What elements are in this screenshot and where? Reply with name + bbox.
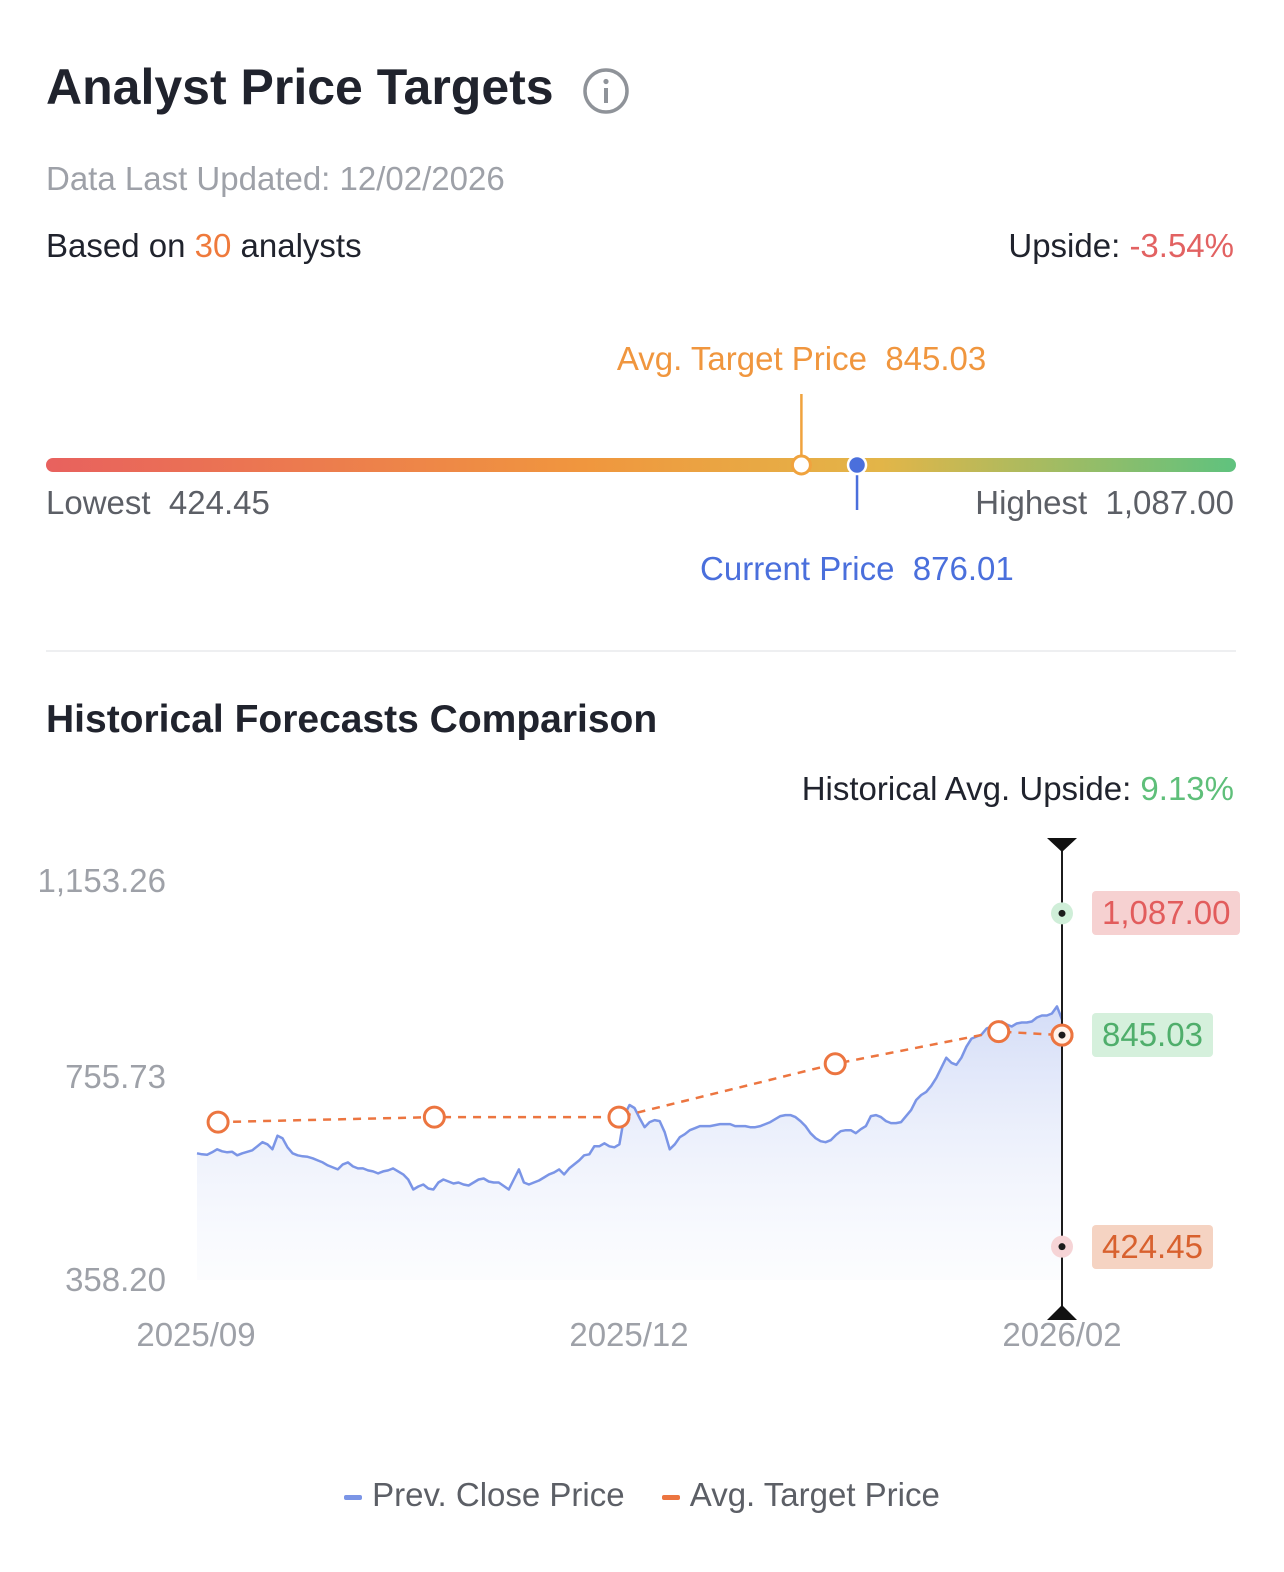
target-point[interactable] <box>823 1052 847 1076</box>
legend-label-close: Prev. Close Price <box>372 1476 625 1513</box>
upside-value: -3.54% <box>1129 227 1234 264</box>
avg-target-label: Avg. Target Price 845.03 <box>617 340 986 378</box>
target-point[interactable] <box>987 1020 1011 1044</box>
lowest-value: 424.45 <box>168 484 270 521</box>
lowest-label: Lowest 424.45 <box>46 484 270 522</box>
legend-item-target[interactable]: Avg. Target Price <box>661 1476 940 1514</box>
high-target-marker-dot <box>1058 909 1066 917</box>
based-suffix: analysts <box>231 227 362 264</box>
upside-text: Upside: -3.54% <box>1008 227 1234 265</box>
x-tick-0: 2025/09 <box>136 1316 256 1353</box>
target-point[interactable] <box>206 1110 230 1134</box>
section-divider <box>46 650 1236 652</box>
avg-target-cursor-dot <box>1058 1031 1066 1039</box>
close-price-area <box>197 1006 1062 1280</box>
y-tick-mid: 755.73 <box>65 1058 166 1095</box>
legend-swatch-target <box>661 1494 680 1500</box>
range-gradient <box>46 458 1236 472</box>
price-range-bar <box>46 394 1236 510</box>
historical-upside-label: Historical Avg. Upside: <box>801 770 1141 807</box>
avg-target-badge: 845.03 <box>1092 1013 1213 1058</box>
historical-upside: Historical Avg. Upside: 9.13% <box>802 770 1234 808</box>
upside-label: Upside: <box>1008 227 1130 264</box>
target-point[interactable] <box>607 1105 631 1129</box>
avg-target-label-text: Avg. Target Price <box>616 340 867 377</box>
low-target-badge: 424.45 <box>1092 1224 1213 1269</box>
current-price-label: Current Price 876.01 <box>700 550 1014 588</box>
low-target-marker-dot <box>1058 1243 1066 1251</box>
y-tick-bottom: 358.20 <box>65 1261 166 1298</box>
x-tick-1: 2025/12 <box>569 1316 689 1353</box>
highest-label: Highest 1,087.00 <box>975 484 1234 522</box>
target-point[interactable] <box>422 1105 446 1129</box>
y-tick-top: 1,153.26 <box>37 862 166 899</box>
current-price-label-text: Current Price <box>700 550 895 587</box>
last-updated: Data Last Updated: 12/02/2026 <box>46 160 505 197</box>
lowest-label-text: Lowest <box>46 484 151 521</box>
section-title: Historical Forecasts Comparison <box>46 698 658 741</box>
close-price-line <box>196 1005 1064 1191</box>
highest-label-text: Highest <box>975 484 1088 521</box>
historical-chart[interactable] <box>0 0 1284 1400</box>
legend: Prev. Close Price Avg. Target Price <box>0 1476 1284 1514</box>
legend-label-target: Avg. Target Price <box>689 1476 940 1513</box>
based-prefix: Based on <box>46 227 195 264</box>
analyst-count-text: Based on 30 analysts <box>46 227 362 265</box>
current-price-value: 876.01 <box>912 550 1014 587</box>
x-tick-2: 2026/02 <box>1002 1316 1122 1353</box>
analyst-count: 30 <box>194 227 232 264</box>
avg-target-value: 845.03 <box>885 340 987 377</box>
info-icon[interactable] <box>581 66 631 116</box>
current-price-marker <box>846 454 868 476</box>
historical-upside-value: 9.13% <box>1140 770 1234 807</box>
high-target-badge: 1,087.00 <box>1092 891 1241 936</box>
avg-target-marker <box>790 454 812 476</box>
page-title: Analyst Price Targets <box>46 59 554 115</box>
cursor-bottom-arrow <box>1047 1305 1077 1320</box>
highest-value: 1,087.00 <box>1105 484 1234 521</box>
legend-swatch-close <box>344 1494 363 1500</box>
cursor-top-arrow <box>1047 838 1077 852</box>
legend-item-close[interactable]: Prev. Close Price <box>344 1476 625 1514</box>
